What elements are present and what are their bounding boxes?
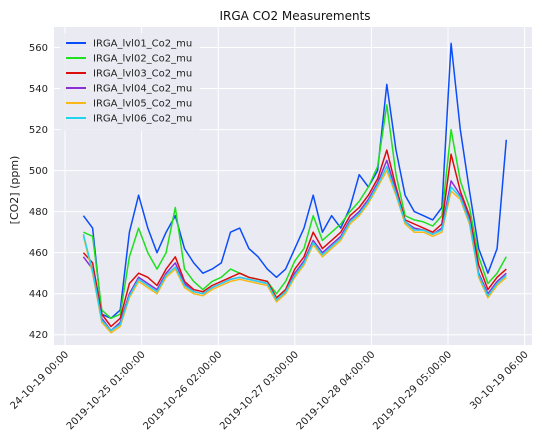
legend-label: IRGA_lvl03_Co2_mu	[93, 69, 192, 80]
series-line-IRGA_lvl05_Co2_mu	[82, 169, 507, 334]
x-tick-label: 2019-10-26 02:00:00	[141, 349, 224, 432]
y-tick-label: 540	[29, 84, 48, 95]
x-tick-label: 2019-10-29 05:00:00	[371, 349, 454, 432]
chart-title: IRGA CO2 Measurements	[219, 9, 370, 23]
x-tick-label: 2019-10-28 04:00:00	[295, 349, 378, 432]
y-tick-label: 420	[29, 330, 48, 341]
y-tick-label: 480	[29, 207, 48, 218]
series-line-IRGA_lvl01_Co2_mu	[82, 42, 508, 320]
legend-label: IRGA_lvl01_Co2_mu	[93, 39, 192, 50]
y-tick-label: 520	[29, 125, 48, 136]
legend: IRGA_lvl01_Co2_mu IRGA_lvl02_Co2_mu IRGA_l…	[60, 33, 200, 131]
x-tick-label: 24-10-19 00:00	[9, 349, 72, 412]
y-tick-label: 440	[29, 289, 48, 300]
y-tick-label: 500	[29, 166, 48, 177]
x-tick-label: 2019-10-27 03:00:00	[218, 349, 301, 432]
legend-box	[60, 33, 200, 131]
series-line-IRGA_lvl02_Co2_mu	[83, 104, 507, 320]
legend-label: IRGA_lvl06_Co2_mu	[93, 114, 192, 125]
legend-label: IRGA_lvl02_Co2_mu	[93, 54, 192, 65]
x-tick-label: 2019-10-25 01:00:00	[65, 349, 148, 432]
legend-label: IRGA_lvl04_Co2_mu	[93, 84, 192, 95]
y-tick-label: 460	[29, 248, 48, 259]
series-lines	[82, 42, 508, 334]
legend-label: IRGA_lvl05_Co2_mu	[93, 99, 192, 110]
x-tick-label: 30-10-19 06:00	[468, 349, 531, 412]
y-axis-ticks: 420 440 460 480 500 520 540 560	[29, 43, 48, 341]
series-line-IRGA_lvl06_Co2_mu	[82, 165, 507, 332]
y-tick-label: 560	[29, 43, 48, 54]
series-line-IRGA_lvl03_Co2_mu	[82, 149, 507, 328]
y-axis-title: [CO2] (ppm)	[8, 156, 21, 225]
